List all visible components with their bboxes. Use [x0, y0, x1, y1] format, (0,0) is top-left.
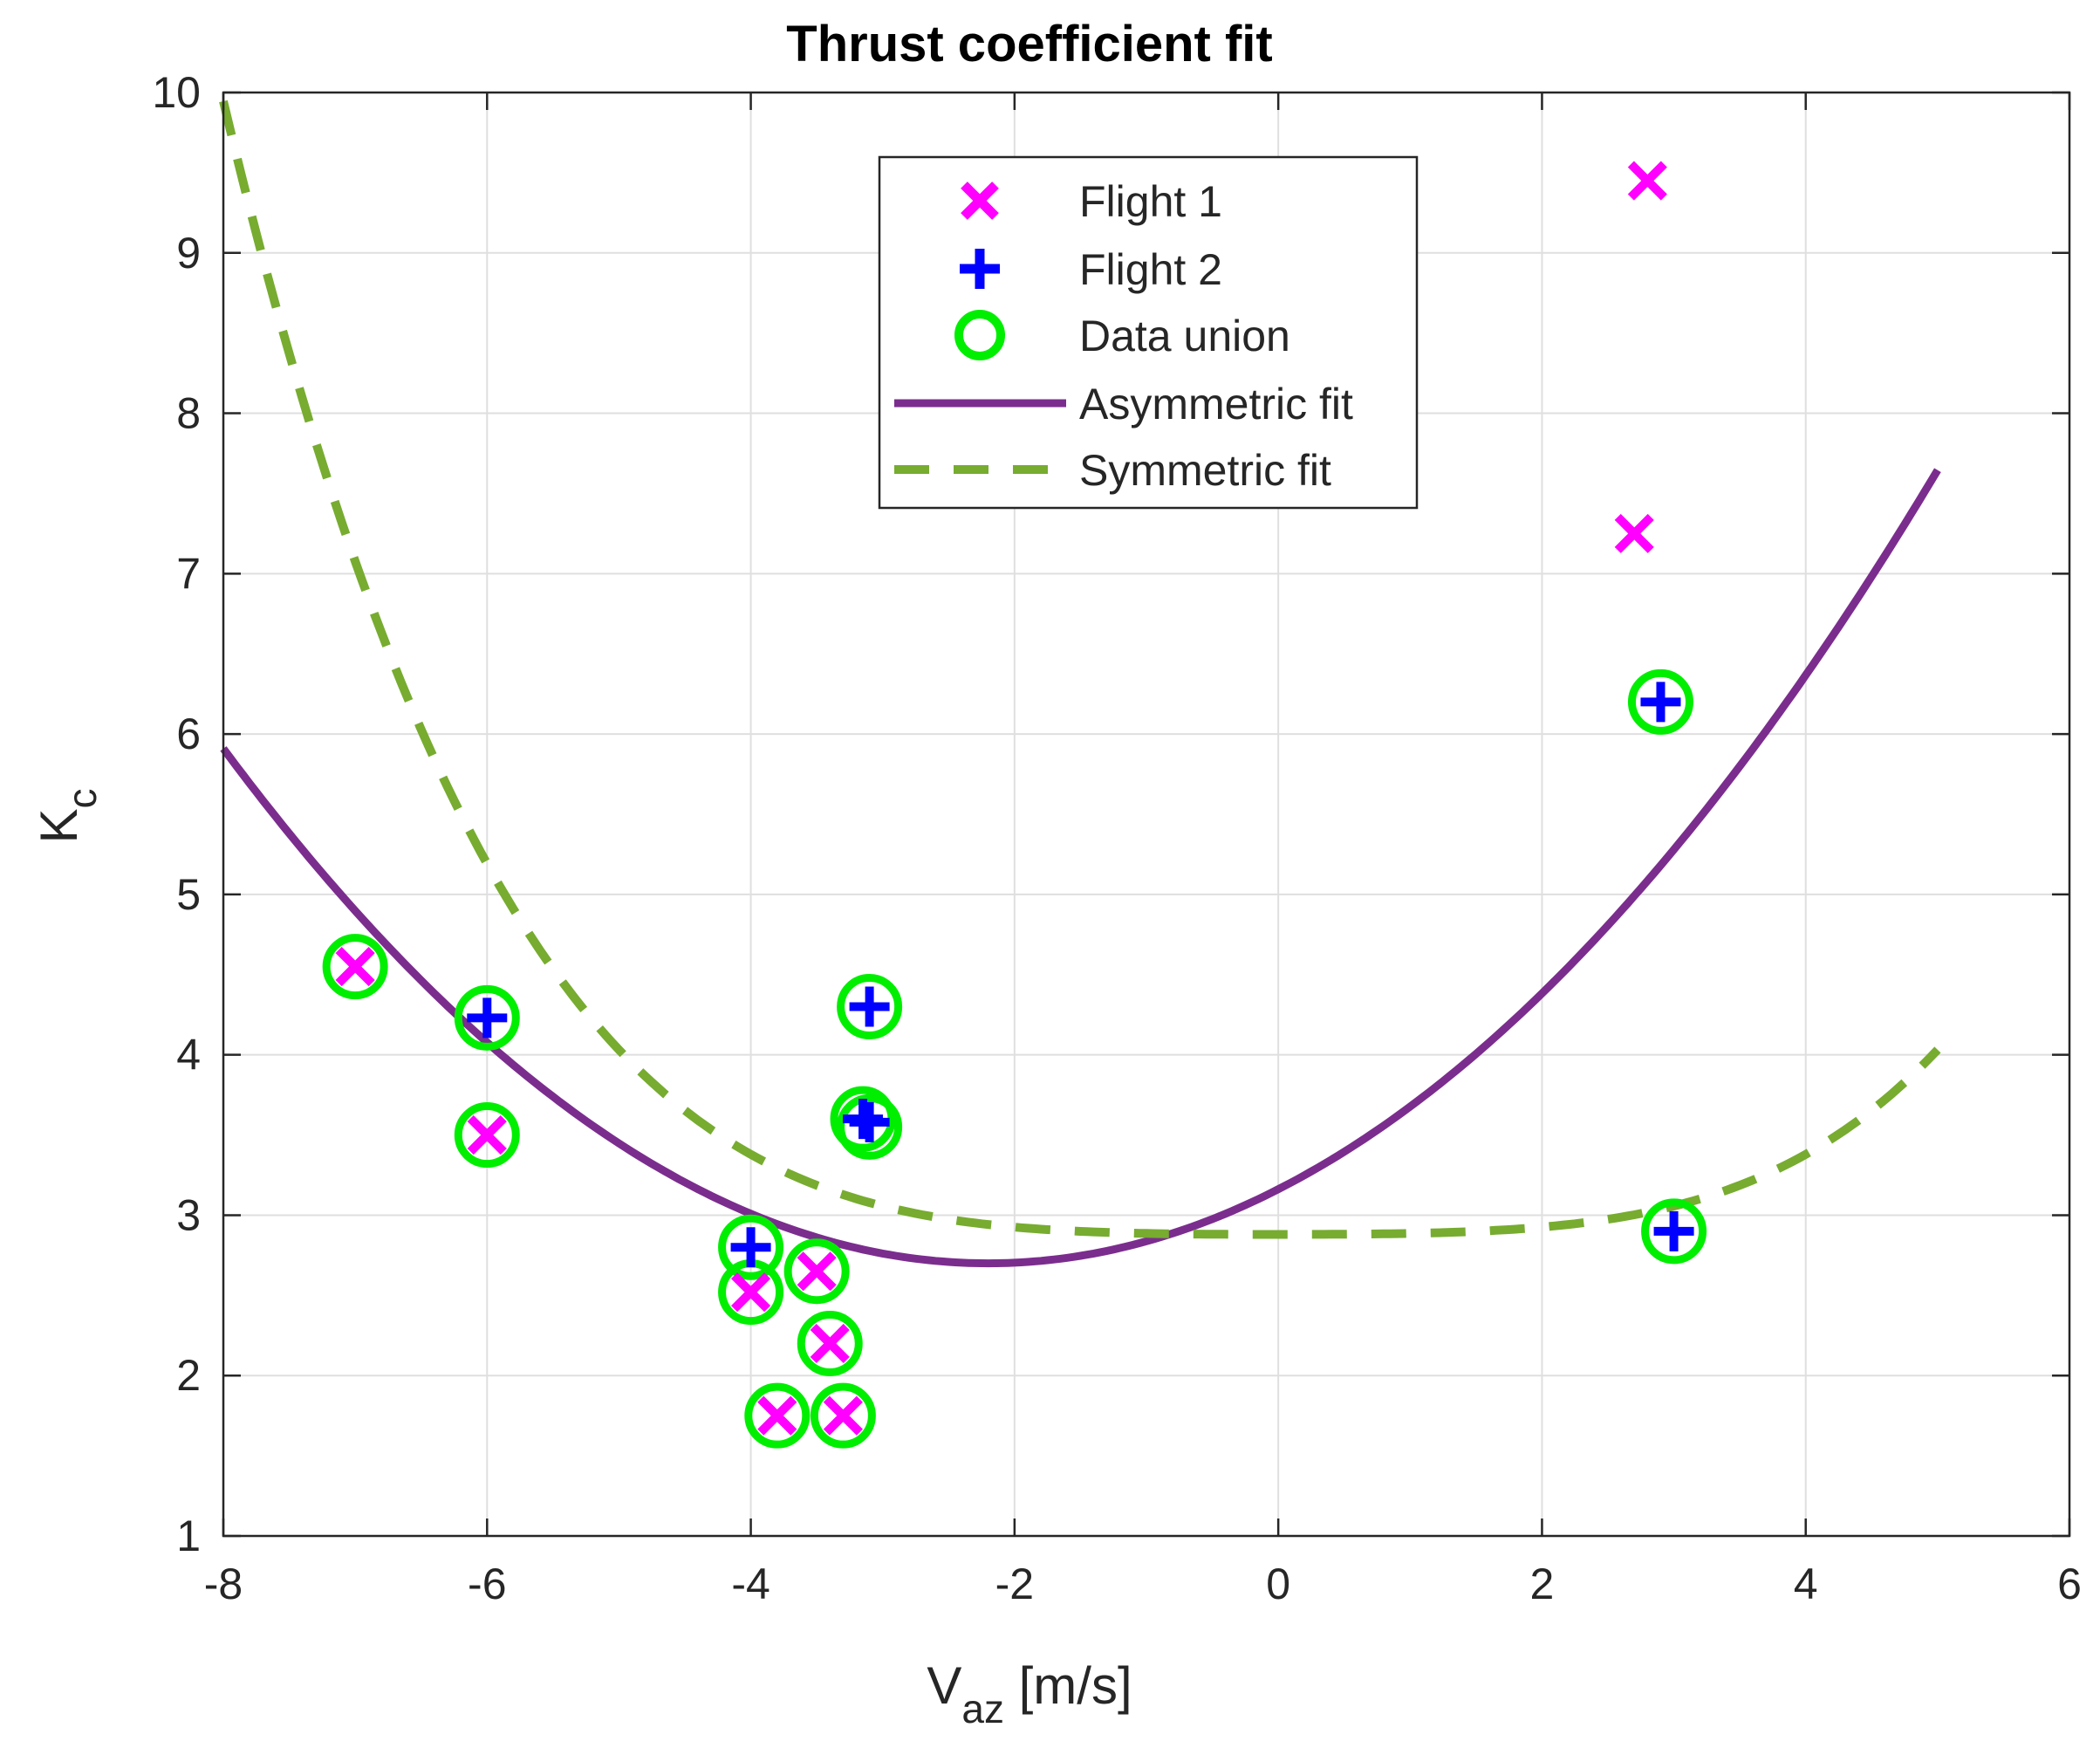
- legend-item-symmetric-fit: Symmetric fit: [894, 446, 1331, 495]
- x-tick-label: -6: [468, 1560, 506, 1608]
- flight-2-marker: [849, 1101, 890, 1142]
- x-tick-label: -8: [204, 1560, 243, 1608]
- svg-text:Kc: Kc: [30, 788, 105, 843]
- asymmetric-fit-curve: [220, 468, 1941, 1268]
- data-union-marker: [810, 1382, 876, 1449]
- x-tick-label: 6: [2057, 1560, 2082, 1608]
- y-tick-label: 9: [176, 229, 201, 278]
- y-tick-label: 3: [176, 1190, 201, 1239]
- legend: Flight 1 Flight 2 Data union Asymmetric …: [878, 155, 1419, 510]
- legend-label-data-union: Data union: [1079, 312, 1290, 360]
- flight-1-marker: [467, 1115, 507, 1155]
- symmetric-fit-curve: [219, 99, 1941, 1239]
- flight-2-marker: [849, 986, 890, 1027]
- data-union-marker: [454, 1102, 520, 1169]
- data-union-marker: [797, 1310, 863, 1376]
- legend-swatch-flight-1: [961, 182, 999, 220]
- y-axis-label: Kc: [30, 788, 105, 843]
- x-axis-label-subscript: az: [961, 1686, 1004, 1731]
- data-union-marker: [322, 934, 388, 1000]
- legend-label-asymmetric-fit: Asymmetric fit: [1079, 380, 1353, 428]
- fit-curves: [219, 99, 1941, 1268]
- x-tick-label: -4: [731, 1560, 770, 1608]
- x-axis-label-unit: [m/s]: [1004, 1656, 1132, 1715]
- legend-label-symmetric-fit: Symmetric fit: [1079, 446, 1331, 495]
- data-union-marker: [454, 984, 520, 1051]
- legend-swatch-flight-2: [960, 249, 1000, 289]
- y-tick-label: 7: [176, 549, 201, 598]
- data-union-marker: [783, 1238, 850, 1305]
- data-union-marker: [718, 1214, 784, 1280]
- y-tick-label: 4: [176, 1031, 201, 1080]
- legend-item-asymmetric-fit: Asymmetric fit: [894, 380, 1353, 428]
- flight-1-marker: [757, 1395, 797, 1436]
- y-tick-label: 10: [152, 68, 201, 117]
- legend-item-data-union: Data union: [954, 310, 1290, 360]
- data-union-marker: [837, 1093, 903, 1160]
- legend-label-flight-1: Flight 1: [1079, 177, 1222, 226]
- plot-area-frame: [222, 91, 2071, 1538]
- y-tick-label: 5: [176, 870, 201, 919]
- flight-2-marker: [1640, 682, 1681, 723]
- flight-1-marker: [823, 1395, 863, 1436]
- x-tick-label: 4: [1794, 1560, 1818, 1608]
- data-union-marker: [837, 974, 903, 1040]
- y-tick-label: 2: [176, 1351, 201, 1400]
- y-tick-label: 6: [176, 710, 201, 758]
- data-union-marker: [1627, 668, 1693, 735]
- flight-1-marker: [810, 1323, 850, 1364]
- flight-1-marker: [1627, 161, 1667, 201]
- y-tick-label: 1: [176, 1512, 201, 1560]
- data-markers: [322, 161, 1707, 1449]
- data-union-marker: [1641, 1198, 1707, 1265]
- axis-ticks: -8 -6 -4 -2 0 2 4 6 1 2 3 4 5 6 7 8 9 10: [152, 68, 2082, 1608]
- x-axis-label: Vaz [m/s]: [927, 1656, 1132, 1731]
- flight-1-marker: [335, 947, 375, 987]
- x-tick-label: 2: [1530, 1560, 1555, 1608]
- flight-2-marker: [467, 997, 508, 1039]
- y-tick-label: 8: [176, 389, 201, 438]
- flight-1-marker: [1614, 513, 1654, 553]
- y-axis-label-subscript: c: [59, 788, 105, 808]
- chart-title: Thrust coefficient fit: [786, 16, 1272, 72]
- x-tick-label: -2: [995, 1560, 1034, 1608]
- flight-2-marker: [730, 1227, 771, 1268]
- legend-swatch-data-union: [954, 310, 1005, 360]
- legend-item-flight-1: Flight 1: [961, 177, 1222, 226]
- y-axis-label-main: K: [30, 808, 88, 843]
- x-tick-label: 0: [1266, 1560, 1290, 1608]
- flight-1-marker: [731, 1272, 771, 1313]
- data-union-marker: [744, 1382, 811, 1449]
- flight-2-marker: [1653, 1210, 1694, 1251]
- legend-item-flight-2: Flight 2: [960, 245, 1222, 294]
- data-union-marker: [830, 1086, 896, 1152]
- flight-1-marker: [797, 1251, 837, 1292]
- x-axis-label-main: V: [927, 1656, 961, 1715]
- legend-label-flight-2: Flight 2: [1079, 245, 1222, 294]
